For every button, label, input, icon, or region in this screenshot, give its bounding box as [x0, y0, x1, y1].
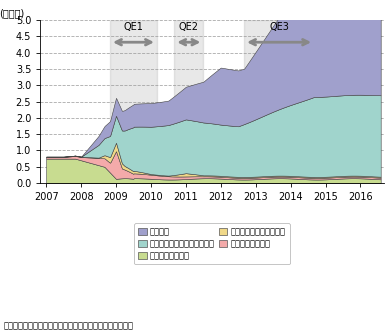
- Bar: [110, 20, 157, 183]
- Text: QE3: QE3: [269, 23, 289, 33]
- Bar: [174, 20, 203, 183]
- Text: 資料：クリーブランド連邦準備銀行から経済産業省作成。: 資料：クリーブランド連邦準備銀行から経済産業省作成。: [4, 321, 134, 330]
- Bar: [244, 20, 314, 183]
- Text: QE1: QE1: [123, 23, 144, 33]
- Legend: 長期国債, 政府機関債・不動産担保証券, 伝統的な証券保有, 信用市場への流動性供給, 金融機関への融資: 長期国債, 政府機関債・不動産担保証券, 伝統的な証券保有, 信用市場への流動性…: [134, 223, 290, 264]
- Text: (兆ドル): (兆ドル): [0, 8, 24, 18]
- Text: QE2: QE2: [179, 23, 199, 33]
